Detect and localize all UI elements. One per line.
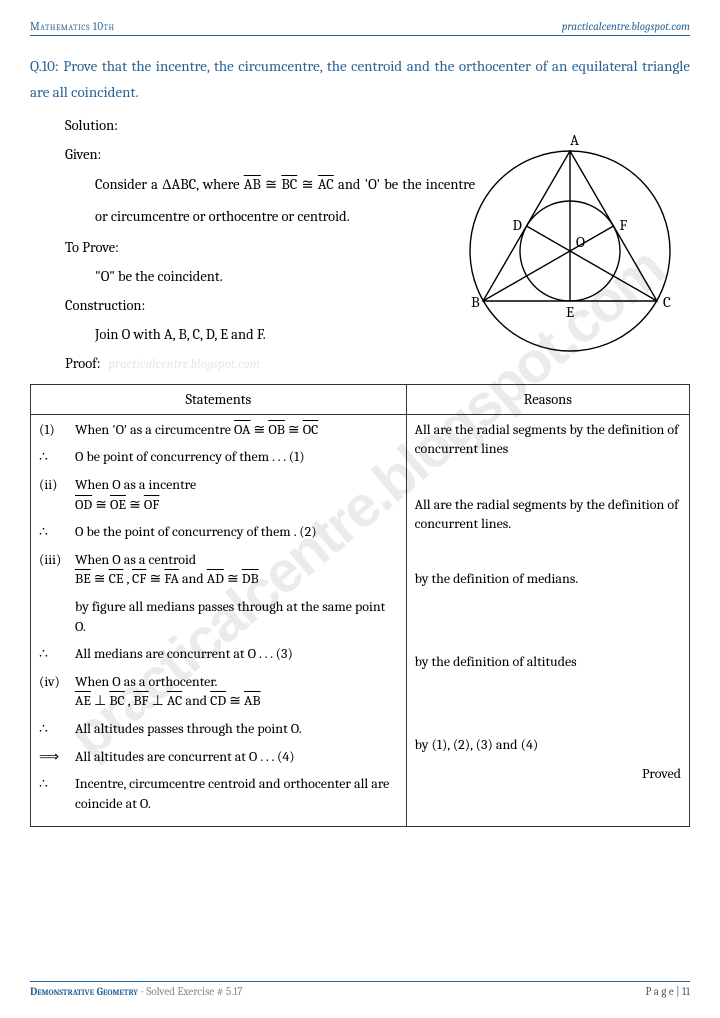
footer-chapter: Demonstrative Geometry <box>30 985 138 998</box>
watermark-small: practicalcentre.blogspot.com <box>109 357 260 372</box>
footer-exercise: - Solved Exercise # 5.17 <box>138 985 243 998</box>
table-row <box>415 597 681 617</box>
footer-right: P a g e | 11 <box>646 985 690 998</box>
table-row: (ii)When O as a incentreOD ≅ OE ≅ OF <box>39 475 398 514</box>
svg-text:O: O <box>576 233 585 251</box>
svg-text:B: B <box>471 293 480 311</box>
table-row: ∴All altitudes passes through the point … <box>39 719 398 739</box>
svg-text:A: A <box>570 131 579 149</box>
table-row: by the definition of altitudes <box>415 652 681 672</box>
statements-cell: (1)When 'O' as a circumcentre OA ≅ OB ≅ … <box>31 414 407 827</box>
table-row: ⟹All altitudes are concurrent at O . . .… <box>39 747 398 767</box>
col-reasons: Reasons <box>406 384 689 414</box>
table-row: (1)When 'O' as a circumcentre OA ≅ OB ≅ … <box>39 420 398 440</box>
table-row <box>415 467 681 487</box>
svg-text:C: C <box>663 293 671 311</box>
table-row: by figure all medians passes through at … <box>39 597 398 636</box>
footer-left: Demonstrative Geometry - Solved Exercise… <box>30 985 243 998</box>
table-row: by the definition of medians. <box>415 569 681 589</box>
table-row: (iv)When O as a orthocenter.AE ⊥ BC , BF… <box>39 672 398 711</box>
page-header: Mathematics 10th practicalcentre.blogspo… <box>30 20 690 36</box>
table-row: All are the radial segments by the defin… <box>415 495 681 534</box>
table-row: ∴All medians are concurrent at O . . . (… <box>39 644 398 664</box>
header-url: practicalcentre.blogspot.com <box>562 20 690 33</box>
question-text: Prove that the incentre, the circumcentr… <box>30 57 690 101</box>
given-segments: AB ≅ BC ≅ AC <box>244 176 334 193</box>
table-row <box>415 542 681 562</box>
table-row: (iii)When O as a centroidBE ≅ CE , CF ≅ … <box>39 550 398 589</box>
col-statements: Statements <box>31 384 407 414</box>
question-number: Q.10: <box>30 57 59 75</box>
svg-text:E: E <box>566 303 574 321</box>
geometry-figure: A B C D E F O <box>440 126 700 381</box>
proved-label: Proved <box>415 765 681 782</box>
table-row: ∴O be point of concurrency of them . . .… <box>39 447 398 467</box>
table-row <box>415 625 681 645</box>
table-row <box>415 680 681 700</box>
given-text: Consider a ΔABC, where AB ≅ BC ≅ AC and … <box>95 169 475 233</box>
reasons-cell: All are the radial segments by the defin… <box>406 414 689 827</box>
question: Q.10: Prove that the incentre, the circu… <box>30 54 690 105</box>
proof-table: Statements Reasons (1)When 'O' as a circ… <box>30 384 690 828</box>
table-row: All are the radial segments by the defin… <box>415 420 681 459</box>
svg-text:D: D <box>513 216 522 234</box>
page-number: 11 <box>682 985 690 998</box>
table-row: ∴O be the point of concurrency of them .… <box>39 522 398 542</box>
content: practicalcentre.blogspot.com ABCDEFO Sol… <box>30 111 690 827</box>
header-subject: Mathematics 10th <box>30 20 115 33</box>
table-row: by (1), (2), (3) and (4) <box>415 735 681 755</box>
table-row: ∴Incentre, circumcentre centroid and ort… <box>39 774 398 813</box>
page: Mathematics 10th practicalcentre.blogspo… <box>0 0 720 1018</box>
table-row <box>415 707 681 727</box>
page-footer: Demonstrative Geometry - Solved Exercise… <box>30 981 690 998</box>
svg-text:F: F <box>620 216 628 234</box>
